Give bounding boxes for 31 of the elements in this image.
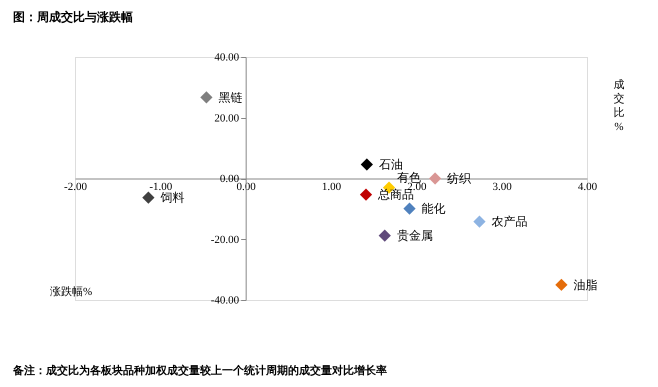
x-tick-label: -1.00: [149, 181, 173, 193]
y-tick-label: -40.00: [210, 294, 240, 306]
series-label: 农产品: [491, 214, 528, 229]
x-tick-label: 0.00: [236, 181, 256, 193]
y-axis-title: 成交比%: [614, 78, 624, 133]
chart-title: 图：周成交比与涨跌幅: [13, 10, 133, 24]
series-label: 能化: [422, 202, 446, 216]
x-tick-label: 1.00: [322, 181, 342, 193]
point: [428, 172, 442, 185]
series-label: 贵金属: [396, 228, 433, 243]
series-label: 纺织: [447, 172, 472, 186]
series-label: 油脂: [573, 278, 598, 292]
x-tick-label: -2.00: [64, 181, 88, 193]
point: [403, 202, 416, 215]
series-label: 饲料: [159, 190, 184, 205]
point: [555, 278, 568, 291]
series-label: 黑链: [218, 90, 242, 104]
point: [360, 188, 372, 201]
point: [378, 229, 391, 242]
point: [200, 91, 213, 104]
y-tick-label: -20.00: [210, 234, 240, 246]
text: 备注：成交比为各板块品种加权成交量较上一个统计周期的成交量对比增长率: [12, 364, 387, 377]
point: [473, 216, 486, 228]
point: [360, 158, 373, 171]
x-tick-label: 4.00: [578, 181, 598, 193]
y-tick-label: 20.00: [214, 112, 240, 124]
series-label: 石油: [378, 158, 403, 172]
x-axis-title: 涨跌幅%: [50, 286, 92, 298]
y-tick-label: 40.00: [214, 52, 240, 64]
point: [142, 192, 155, 204]
x-tick-label: 3.00: [492, 181, 512, 193]
